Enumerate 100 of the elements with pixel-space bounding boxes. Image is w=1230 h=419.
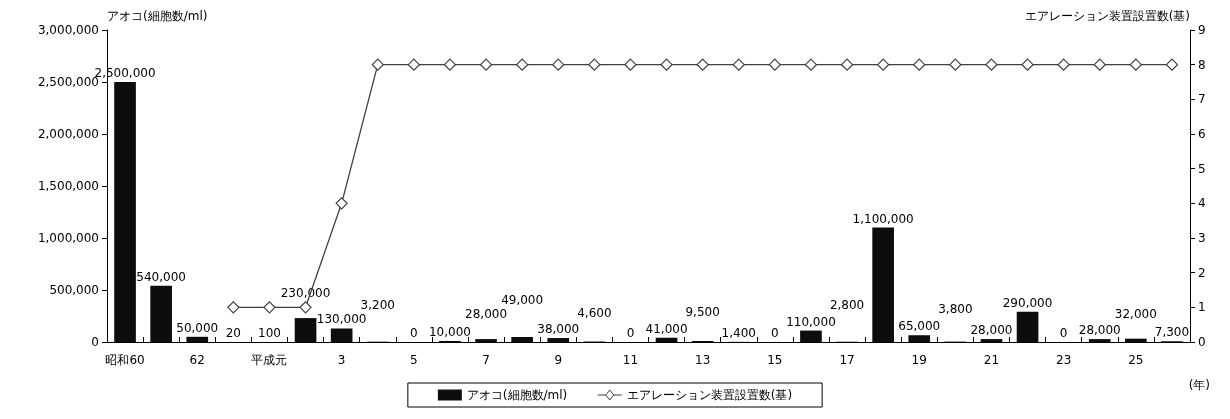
- y2-tick-label: 4: [1198, 196, 1206, 211]
- point: [985, 58, 998, 71]
- point: [1129, 58, 1142, 71]
- point: [227, 301, 240, 314]
- x-tick-label: 昭和60: [105, 353, 145, 367]
- data-label: 4,600: [577, 305, 612, 320]
- data-label: 28,000: [970, 323, 1013, 338]
- y2-tick-label: 5: [1198, 161, 1206, 176]
- x-tick-label: 19: [911, 353, 927, 367]
- point: [552, 58, 565, 71]
- point: [1093, 58, 1106, 71]
- point: [516, 58, 529, 71]
- y-tick-label: 500,000: [49, 283, 99, 297]
- y2-tick-label: 7: [1198, 92, 1206, 107]
- data-label: 0: [771, 326, 779, 340]
- data-label: 28,000: [465, 307, 508, 322]
- y2-tick-label: 3: [1198, 231, 1206, 245]
- bar: [330, 328, 353, 342]
- data-label: 3,800: [938, 301, 973, 316]
- data-label: 65,000: [898, 319, 941, 334]
- text: (年): [1188, 378, 1211, 392]
- data-label: 1,400: [721, 325, 756, 340]
- point: [479, 58, 493, 71]
- x-tick-label: 7: [482, 353, 490, 367]
- data-label: 7,300: [1154, 325, 1190, 340]
- data-label: 0: [410, 326, 418, 340]
- point: [1021, 58, 1034, 71]
- x-tick-label: 17: [839, 353, 855, 367]
- data-label: 290,000: [1002, 295, 1053, 310]
- data-label: 2,800: [829, 297, 865, 312]
- y2-tick-label: 8: [1198, 57, 1206, 72]
- data-label: 3,200: [360, 297, 395, 312]
- point: [1165, 58, 1179, 71]
- bar: [1088, 339, 1111, 342]
- point: [840, 58, 854, 71]
- bar: [547, 338, 570, 342]
- data-label: 32,000: [1114, 306, 1157, 321]
- x-tick-label: 25: [1128, 353, 1144, 367]
- x-tick-label: 15: [767, 353, 783, 367]
- bar: [150, 285, 172, 342]
- point: [768, 58, 781, 71]
- point: [299, 301, 312, 314]
- point: [407, 58, 420, 71]
- y2-tick-label: 0: [1198, 335, 1206, 349]
- y-tick-label: 2,000,000: [37, 127, 99, 141]
- data-label: 100: [258, 325, 281, 340]
- y-tick-label: 1,000,000: [37, 231, 99, 245]
- data-label: 110,000: [786, 314, 836, 329]
- bar: [872, 227, 894, 342]
- x-tick-label: 13: [695, 353, 711, 367]
- y2-tick-label: 1: [1198, 300, 1206, 315]
- x-tick-label: 平成元: [251, 353, 288, 367]
- data-label: 10,000: [428, 324, 471, 339]
- point: [804, 58, 818, 71]
- point: [624, 58, 637, 71]
- y2-tick-label: 9: [1198, 23, 1206, 37]
- y2-axis-title: エアレーション装置設置数(基): [1024, 9, 1190, 23]
- x-tick-label: 21: [983, 353, 1000, 367]
- y-tick-label: 3,000,000: [37, 23, 99, 37]
- point: [696, 58, 709, 71]
- legend-label: アオコ(細胞数/ml): [466, 388, 568, 402]
- point: [949, 58, 962, 71]
- data-label: 230,000: [280, 286, 331, 301]
- point: [877, 58, 890, 71]
- bar: [655, 337, 678, 342]
- bar: [1016, 311, 1039, 342]
- y-tick-label: 0: [91, 335, 99, 349]
- point: [660, 58, 673, 71]
- bar: [294, 318, 317, 342]
- point: [263, 301, 276, 314]
- data-label: 9,500: [685, 305, 720, 320]
- bar: [1125, 338, 1147, 342]
- x-tick-label: 23: [1056, 353, 1072, 367]
- x-tick-label: 9: [554, 353, 563, 367]
- data-label: 130,000: [316, 312, 367, 327]
- bar: [511, 336, 533, 342]
- data-label: 28,000: [1078, 323, 1121, 338]
- bar: [186, 336, 209, 342]
- x-tick-label: 3: [337, 353, 346, 367]
- bar: [980, 339, 1003, 342]
- data-label: 0: [626, 326, 635, 340]
- bar: [908, 335, 931, 342]
- bar: [114, 82, 136, 342]
- data-label: 50,000: [176, 320, 219, 335]
- legend-label: エアレーション装置設置数(基): [626, 388, 793, 402]
- data-label: 38,000: [537, 322, 580, 337]
- point: [443, 58, 457, 71]
- y2-tick-label: 2: [1198, 265, 1206, 280]
- bar: [800, 330, 822, 342]
- y-axis-title: アオコ(細胞数/ml): [107, 9, 208, 23]
- y2-tick-label: 6: [1198, 127, 1206, 141]
- point: [732, 58, 745, 71]
- y-tick-label: 1,500,000: [37, 179, 99, 193]
- point: [913, 58, 926, 71]
- bar: [475, 339, 497, 342]
- x-tick-label: 5: [410, 353, 418, 367]
- data-label: 20: [225, 326, 241, 340]
- data-label: 49,000: [501, 292, 544, 307]
- point: [1057, 58, 1070, 71]
- point: [371, 58, 384, 71]
